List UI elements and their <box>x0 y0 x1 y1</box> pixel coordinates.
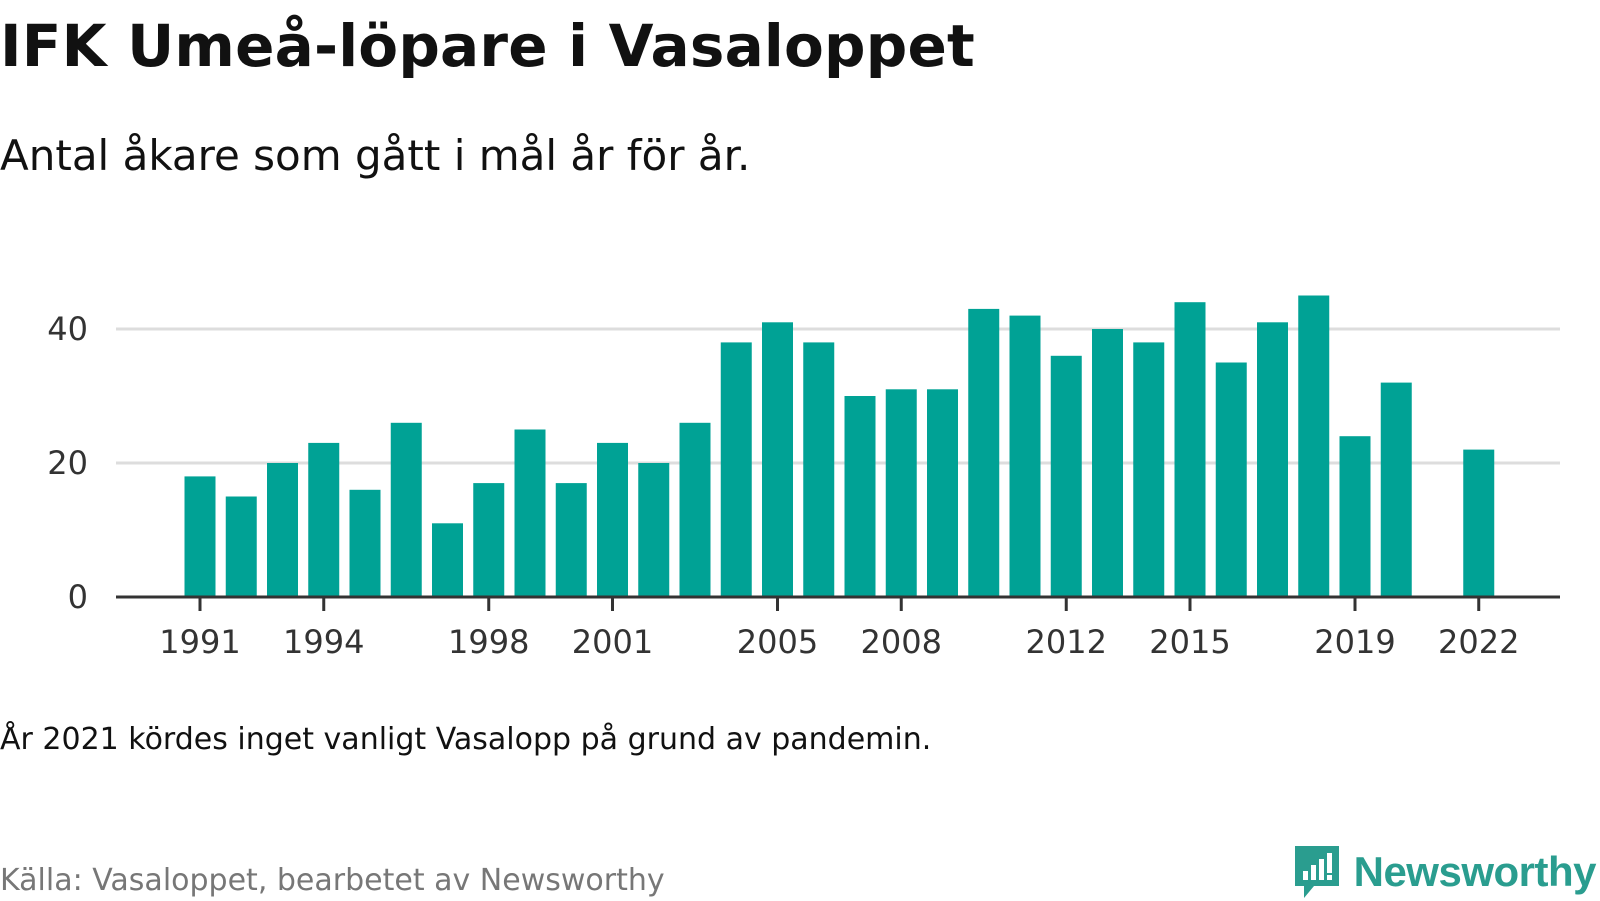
bar-1997 <box>432 523 463 597</box>
bar-1995 <box>349 489 381 597</box>
bar-1991 <box>184 476 216 597</box>
chart-source: Källa: Vasaloppet, bearbetet av Newswort… <box>0 863 665 898</box>
chart-title: IFK Umeå-löpare i Vasaloppet <box>0 12 975 80</box>
bar-2013 <box>1092 329 1123 597</box>
newsworthy-logo-icon <box>1294 846 1339 898</box>
bar-1999 <box>514 429 546 597</box>
bar-1998 <box>473 483 505 597</box>
bar-2012 <box>1050 355 1082 597</box>
bar-2005 <box>762 322 793 597</box>
x-tick-label: 1991 <box>159 623 240 661</box>
x-tick-label: 2008 <box>861 623 942 661</box>
bar-2000 <box>555 483 587 597</box>
bar-chart: 0 20 40 1991 1994 1998 2001 2005 2008 2012 2015 20… <box>47 295 1560 661</box>
x-tick-label: 1994 <box>283 623 364 661</box>
bar-2007 <box>844 396 876 597</box>
bar-2016 <box>1215 362 1247 597</box>
x-tick-label: 2005 <box>737 623 818 661</box>
bar-2019 <box>1339 436 1371 597</box>
bar-2008 <box>885 389 917 597</box>
bar-2018 <box>1298 295 1330 597</box>
newsworthy-logo: Newsworthy <box>1292 843 1597 901</box>
bar-1993 <box>267 463 298 597</box>
x-tick-label: 2001 <box>572 623 653 661</box>
bars <box>184 295 1495 597</box>
bar-2017 <box>1257 322 1288 597</box>
chart-note: År 2021 kördes inget vanligt Vasalopp på… <box>0 722 932 757</box>
logo-text: Newsworthy <box>1353 848 1597 895</box>
bar-2004 <box>720 342 752 597</box>
x-axis: 1991 1994 1998 2001 2005 2008 2012 2015 2019 2022 <box>116 595 1560 661</box>
bar-2010 <box>968 308 1000 597</box>
y-tick-label: 0 <box>68 578 88 616</box>
x-tick-label: 2022 <box>1438 623 1519 661</box>
bar-2022 <box>1463 449 1495 597</box>
y-tick-labels: 0 20 40 <box>47 310 88 616</box>
bar-2014 <box>1133 342 1165 597</box>
x-tick-label: 2019 <box>1314 623 1395 661</box>
bar-2003 <box>679 422 711 597</box>
bar-2002 <box>638 463 670 597</box>
bar-1996 <box>390 422 422 597</box>
x-tick-label: 1998 <box>448 623 529 661</box>
y-tick-label: 20 <box>47 444 88 482</box>
x-tick-label: 2012 <box>1026 623 1107 661</box>
bar-2001 <box>597 442 628 597</box>
bar-2011 <box>1009 315 1041 597</box>
chart-subtitle: Antal åkare som gått i mål år för år. <box>0 131 751 180</box>
bar-2006 <box>803 342 835 597</box>
bar-2015 <box>1174 302 1206 597</box>
y-tick-label: 40 <box>47 310 88 348</box>
bar-2020 <box>1380 382 1412 597</box>
x-tick-label: 2015 <box>1149 623 1230 661</box>
bar-2009 <box>927 389 958 597</box>
bar-1992 <box>225 496 257 597</box>
bar-1994 <box>308 442 340 597</box>
